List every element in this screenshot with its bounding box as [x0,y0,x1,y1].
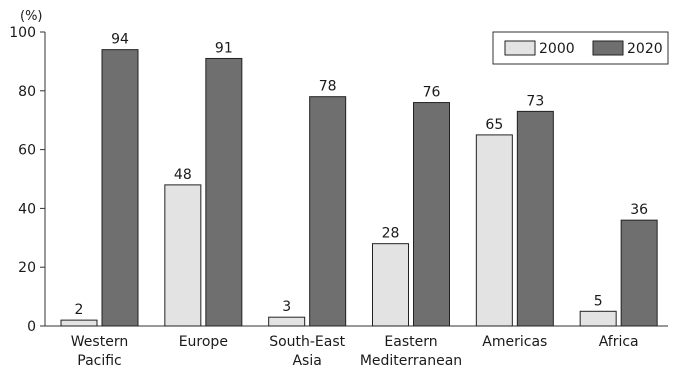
axes [44,32,668,327]
legend: 2000 2020 [492,31,669,65]
category-label: Mediterranean [360,353,462,369]
bar-2020-2 [309,96,347,327]
bar-2000-3 [372,243,409,327]
data-label-2000-3: 28 [382,226,400,242]
bar-2000-1 [164,184,202,327]
data-label-2000-1: 48 [174,167,192,183]
data-label-2000-4: 65 [485,117,503,133]
y-ticks: 0 20 40 60 80 100 [9,25,45,335]
legend-swatch-2020 [592,40,624,56]
bars [60,49,658,327]
data-label-2020-5: 36 [630,202,648,218]
legend-swatch-2000 [504,40,536,56]
data-label-2000-0: 2 [75,302,84,318]
category-label: Western [71,334,128,350]
category-label: Europe [179,334,228,350]
y-tick-label: 60 [18,143,36,159]
y-unit-label: (%) [20,9,43,24]
category-label: Asia [292,353,321,369]
bar-2000-5 [579,310,617,327]
category-label: Africa [599,334,639,350]
data-label-2000-2: 3 [282,299,291,315]
bar-2020-5 [620,219,658,327]
y-tick-label: 20 [18,260,36,276]
bar-2020-4 [516,110,554,327]
category-label: South-East [269,334,345,350]
bar-2000-0 [60,319,98,327]
bar-2020-0 [101,49,139,327]
category-label: Pacific [77,353,122,369]
legend-label-2020: 2020 [627,41,663,57]
category-label: Eastern [384,334,437,350]
data-label-2020-0: 94 [111,32,129,48]
category-label: Americas [482,334,547,350]
bar-2000-4 [475,134,513,327]
bar-2020-3 [413,102,450,327]
bar-2000-2 [268,316,306,327]
y-tick-label: 80 [18,84,36,100]
y-tick-label: 40 [18,201,36,217]
data-label-2000-5: 5 [594,293,603,309]
bar-2020-1 [205,57,243,327]
data-label-2020-4: 73 [526,93,544,109]
x-tick-labels: Western Pacific Europe South-East Asia Easter… [71,334,639,369]
y-tick-label: 0 [27,319,36,335]
data-label-2020-1: 91 [215,40,233,56]
y-tick-label: 100 [9,25,36,41]
legend-label-2000: 2000 [539,41,575,57]
data-labels: 2 94 48 91 3 78 28 76 65 73 5 36 [75,32,649,318]
data-label-2020-3: 76 [423,85,441,101]
data-label-2020-2: 78 [319,79,337,95]
